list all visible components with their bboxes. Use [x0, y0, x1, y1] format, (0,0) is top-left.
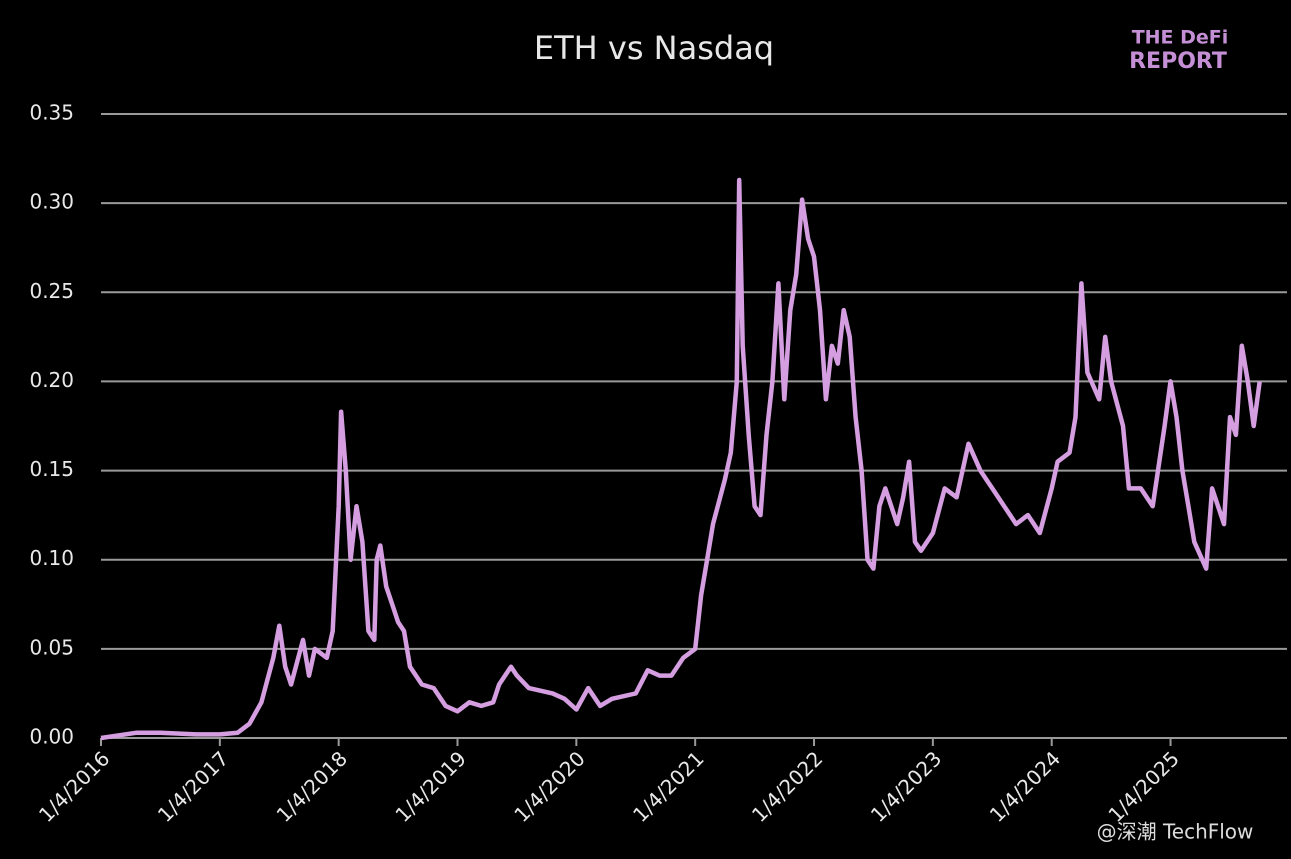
y-tick-label: 0.00	[29, 725, 74, 749]
y-tick-label: 0.35	[29, 101, 74, 125]
logo-top: THE DeFi	[1132, 27, 1229, 49]
y-tick-label: 0.25	[29, 279, 74, 303]
y-tick-label: 0.30	[29, 190, 74, 214]
y-tick-label: 0.20	[29, 368, 74, 392]
y-tick-label: 0.10	[29, 546, 74, 570]
y-tick-label: 0.15	[29, 457, 74, 481]
watermark: @深潮 TechFlow	[1097, 820, 1254, 844]
data-line	[100, 177, 1262, 741]
y-tick-label: 0.05	[29, 635, 74, 659]
logo-bottom: REPORT	[1129, 49, 1227, 74]
chart-title: ETH vs Nasdaq	[534, 29, 774, 67]
